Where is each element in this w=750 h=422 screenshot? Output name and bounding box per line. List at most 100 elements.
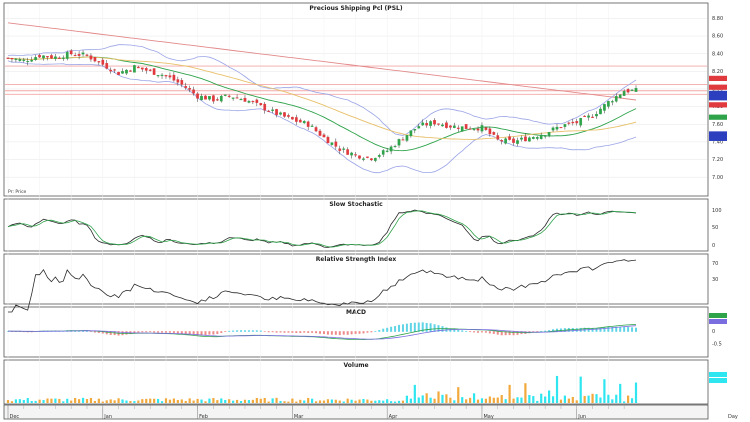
candle-body: [22, 59, 26, 61]
candle-body: [117, 71, 120, 76]
volume-bar: [180, 399, 183, 403]
macd-histogram-bar: [176, 331, 179, 334]
macd-histogram-bar: [271, 331, 274, 333]
macd-histogram-bar: [93, 331, 96, 333]
price-tick-label: 8.60: [712, 34, 723, 40]
volume-bar: [386, 399, 389, 403]
volume-bar: [382, 400, 385, 403]
candle-body: [326, 136, 330, 144]
candle-body: [251, 101, 255, 103]
volume-bar: [548, 390, 551, 403]
volume-bar: [318, 400, 322, 403]
signal-marker: [709, 319, 727, 324]
macd-histogram-bar: [449, 328, 452, 332]
candle-body: [38, 54, 41, 58]
candle-body: [547, 132, 551, 136]
volume-bar: [413, 384, 416, 403]
candle-body: [409, 130, 413, 137]
macd-histogram-bar: [208, 331, 211, 335]
candle-body: [318, 130, 322, 136]
rsi-title: Relative Strength Index: [316, 256, 397, 263]
volume-bar: [271, 398, 274, 403]
candle-body: [614, 96, 618, 102]
macd-histogram-bar: [421, 322, 424, 332]
macd-histogram-bar: [295, 331, 298, 333]
stochastic-tick-label: 100: [712, 208, 722, 214]
candle-body: [346, 149, 350, 155]
stochastic-d-line: [7, 210, 637, 248]
volume-bar: [492, 397, 495, 403]
volume-bar: [417, 397, 420, 403]
macd-histogram-bar: [275, 331, 278, 333]
volume-bar: [117, 398, 120, 403]
price-panel: [3, 2, 709, 197]
candle-body: [160, 74, 164, 76]
volume-bar: [611, 399, 614, 403]
volume-bar: [587, 395, 590, 403]
volume-bar: [508, 384, 511, 403]
macd-histogram-bar: [85, 330, 88, 332]
volume-bar: [251, 399, 254, 403]
price-overlays: [7, 22, 637, 174]
last-value-marker: [709, 131, 727, 137]
candle-body: [591, 116, 594, 118]
candle-body: [425, 123, 429, 126]
volume-panel: [3, 359, 709, 405]
volume-bar: [397, 400, 401, 403]
macd-signal-line: [8, 325, 637, 340]
macd-histogram-bar: [279, 331, 282, 333]
volume-bar: [6, 400, 10, 403]
candle-body: [18, 59, 22, 61]
macd-title: MACD: [346, 309, 366, 316]
month-label: May: [483, 414, 493, 420]
macd-histogram-bar: [232, 330, 235, 332]
volume-bar: [101, 401, 104, 403]
volume-bar: [623, 401, 626, 403]
macd-histogram-bar: [145, 331, 148, 333]
macd-histogram-bar: [504, 331, 507, 336]
macd-histogram-bar: [390, 326, 393, 332]
candle-body: [61, 57, 65, 59]
volume-bar: [461, 397, 464, 403]
candle-body: [452, 125, 456, 129]
volume-bar: [34, 400, 37, 403]
candle-body: [10, 57, 14, 60]
volume-bar: [81, 397, 85, 403]
candle-body: [279, 112, 282, 115]
macd-histogram-bar: [398, 324, 401, 332]
macd-histogram-bar: [496, 331, 499, 335]
candle-body: [196, 93, 199, 99]
volume-bar: [500, 395, 503, 403]
volume-bar: [54, 398, 57, 403]
volume-series: [6, 372, 727, 403]
volume-bar: [42, 400, 45, 403]
macd-histogram-bar: [251, 330, 254, 332]
candle-body: [377, 155, 381, 157]
month-label: Jan: [103, 414, 112, 420]
macd-histogram-bar: [500, 331, 503, 336]
macd-histogram-bar: [149, 331, 152, 333]
candle-body: [310, 125, 314, 127]
volume-bar: [362, 399, 365, 403]
volume-bar: [239, 400, 243, 403]
candle-body: [373, 157, 377, 161]
candle-body: [298, 119, 302, 123]
last-value-marker: [709, 135, 727, 141]
macd-histogram-bar: [394, 326, 397, 332]
rsi-tick-label: 30: [712, 277, 718, 283]
candle-body: [243, 98, 247, 102]
candle-body: [101, 59, 105, 65]
macd-histogram-bar: [405, 323, 408, 332]
volume-bar: [504, 399, 507, 403]
volume-bar: [425, 393, 428, 403]
candle-body: [306, 121, 310, 127]
macd-histogram-bar: [322, 331, 325, 334]
month-label: Feb: [199, 414, 208, 420]
volume-bar: [619, 383, 622, 403]
macd-histogram-bar: [382, 328, 385, 332]
candle-body: [73, 55, 77, 57]
candle-body: [231, 97, 235, 99]
candle-body: [579, 118, 583, 126]
macd-histogram-bar: [362, 331, 365, 334]
volume-bar: [232, 400, 235, 403]
